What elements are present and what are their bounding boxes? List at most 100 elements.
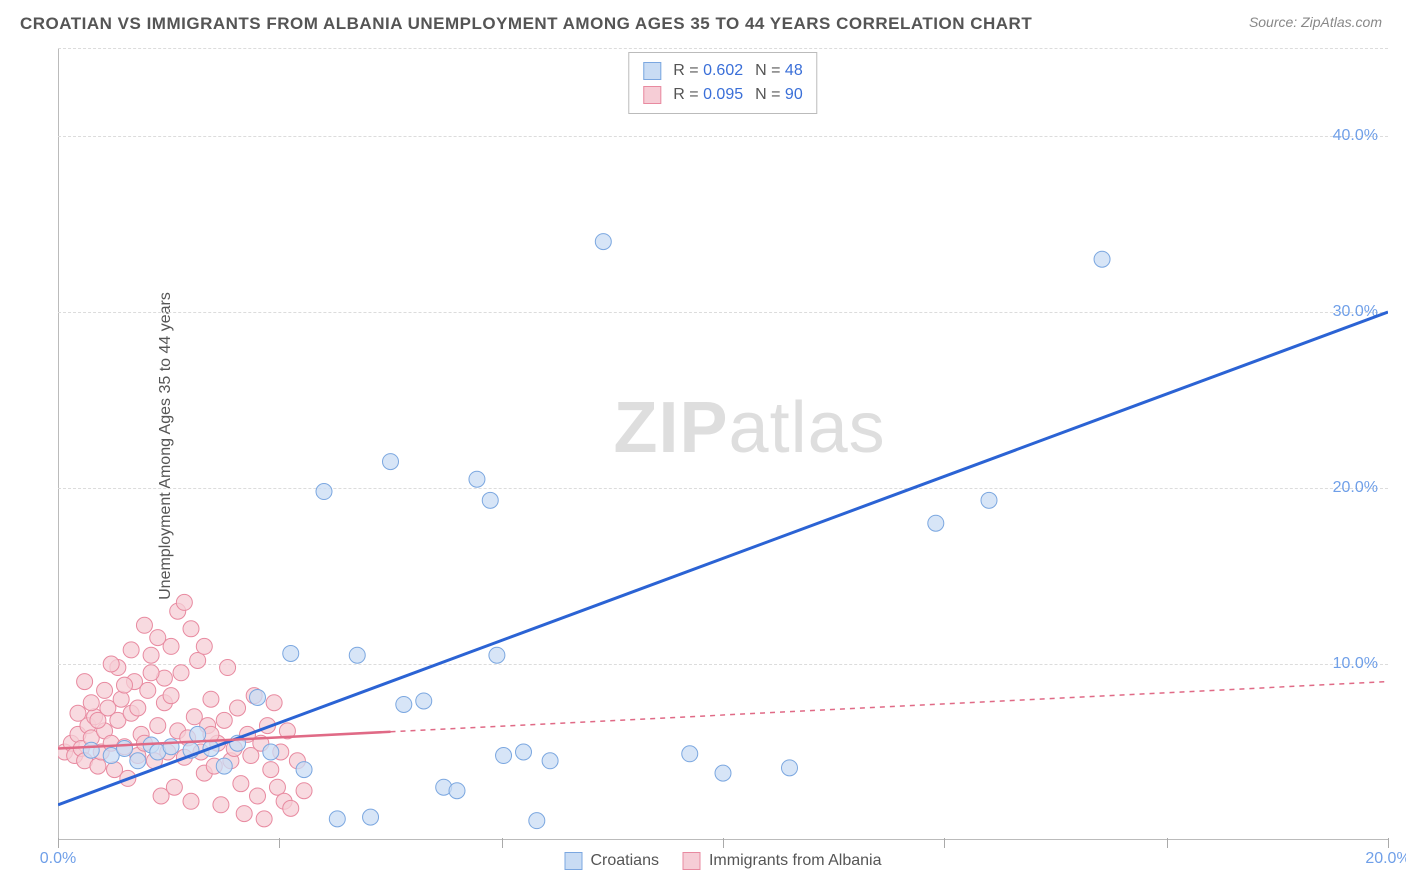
legend-swatch-0	[565, 852, 583, 870]
scatter-point	[117, 740, 133, 756]
scatter-point	[263, 762, 279, 778]
scatter-point	[529, 813, 545, 829]
scatter-point	[130, 700, 146, 716]
scatter-point	[981, 492, 997, 508]
scatter-point	[396, 696, 412, 712]
scatter-point	[296, 762, 312, 778]
scatter-point	[117, 677, 133, 693]
scatter-point	[220, 660, 236, 676]
scatter-point	[140, 682, 156, 698]
source-attribution: Source: ZipAtlas.com	[1249, 14, 1382, 30]
scatter-point	[166, 779, 182, 795]
scatter-point	[70, 705, 86, 721]
scatter-point	[143, 647, 159, 663]
scatter-point	[163, 739, 179, 755]
x-tick	[1388, 838, 1389, 848]
scatter-point	[782, 760, 798, 776]
scatter-point	[196, 638, 212, 654]
scatter-point	[416, 693, 432, 709]
scatter-point	[123, 642, 139, 658]
scatter-point	[176, 594, 192, 610]
scatter-point	[363, 809, 379, 825]
scatter-point	[496, 748, 512, 764]
scatter-point	[143, 665, 159, 681]
scatter-point	[183, 793, 199, 809]
scatter-point	[542, 753, 558, 769]
regression-line	[391, 682, 1389, 732]
scatter-point	[203, 691, 219, 707]
regression-line	[58, 312, 1388, 805]
swatch-series-1	[643, 86, 661, 104]
n-label-1: N =	[755, 86, 785, 103]
scatter-point	[113, 691, 129, 707]
scatter-point	[283, 645, 299, 661]
r-value-1: 0.095	[703, 86, 743, 103]
legend-item-1: Immigrants from Albania	[683, 852, 882, 870]
n-label-0: N =	[755, 62, 785, 79]
scatter-point	[329, 811, 345, 827]
chart-title: CROATIAN VS IMMIGRANTS FROM ALBANIA UNEM…	[20, 14, 1032, 34]
scatter-point	[130, 753, 146, 769]
x-tick-label: 20.0%	[1365, 850, 1406, 868]
scatter-point	[230, 700, 246, 716]
scatter-point	[283, 800, 299, 816]
scatter-point	[90, 758, 106, 774]
scatter-point	[136, 617, 152, 633]
n-value-0: 48	[785, 62, 803, 79]
series-legend: Croatians Immigrants from Albania	[565, 852, 882, 870]
scatter-point	[928, 515, 944, 531]
n-value-1: 90	[785, 86, 803, 103]
source-name: ZipAtlas.com	[1301, 14, 1382, 30]
legend-item-0: Croatians	[565, 852, 659, 870]
scatter-point	[595, 234, 611, 250]
stats-row-series-1: R = 0.095 N = 90	[643, 83, 802, 107]
scatter-point	[482, 492, 498, 508]
scatter-point	[682, 746, 698, 762]
scatter-point	[213, 797, 229, 813]
scatter-point	[715, 765, 731, 781]
scatter-point	[250, 788, 266, 804]
stats-row-series-0: R = 0.602 N = 48	[643, 59, 802, 83]
scatter-point	[190, 652, 206, 668]
scatter-point	[469, 471, 485, 487]
scatter-point	[216, 712, 232, 728]
scatter-point	[97, 682, 113, 698]
r-label-1: R =	[673, 86, 703, 103]
swatch-series-0	[643, 62, 661, 80]
r-value-0: 0.602	[703, 62, 743, 79]
scatter-point	[269, 779, 285, 795]
scatter-point	[449, 783, 465, 799]
r-label-0: R =	[673, 62, 703, 79]
scatter-point	[236, 806, 252, 822]
scatter-point	[1094, 251, 1110, 267]
scatter-point	[383, 454, 399, 470]
scatter-point	[266, 695, 282, 711]
scatter-point	[77, 674, 93, 690]
scatter-point	[90, 712, 106, 728]
scatter-point	[173, 665, 189, 681]
scatter-point	[516, 744, 532, 760]
scatter-point	[83, 742, 99, 758]
scatter-point	[316, 484, 332, 500]
scatter-point	[263, 744, 279, 760]
legend-label-0: Croatians	[591, 852, 659, 870]
scatter-point	[349, 647, 365, 663]
x-tick-label: 0.0%	[40, 850, 76, 868]
scatter-point	[150, 630, 166, 646]
scatter-point	[103, 656, 119, 672]
scatter-point	[183, 621, 199, 637]
source-label: Source:	[1249, 14, 1301, 30]
scatter-point	[216, 758, 232, 774]
scatter-point	[233, 776, 249, 792]
stats-legend: R = 0.602 N = 48 R = 0.095 N = 90	[628, 52, 817, 114]
scatter-point	[489, 647, 505, 663]
scatter-svg	[58, 48, 1388, 840]
legend-swatch-1	[683, 852, 701, 870]
scatter-point	[163, 688, 179, 704]
scatter-point	[150, 718, 166, 734]
plot-area: ZIPatlas 10.0%20.0%30.0%40.0% 0.0%20.0% …	[58, 48, 1388, 840]
scatter-point	[250, 689, 266, 705]
scatter-point	[296, 783, 312, 799]
scatter-point	[256, 811, 272, 827]
legend-label-1: Immigrants from Albania	[709, 852, 882, 870]
